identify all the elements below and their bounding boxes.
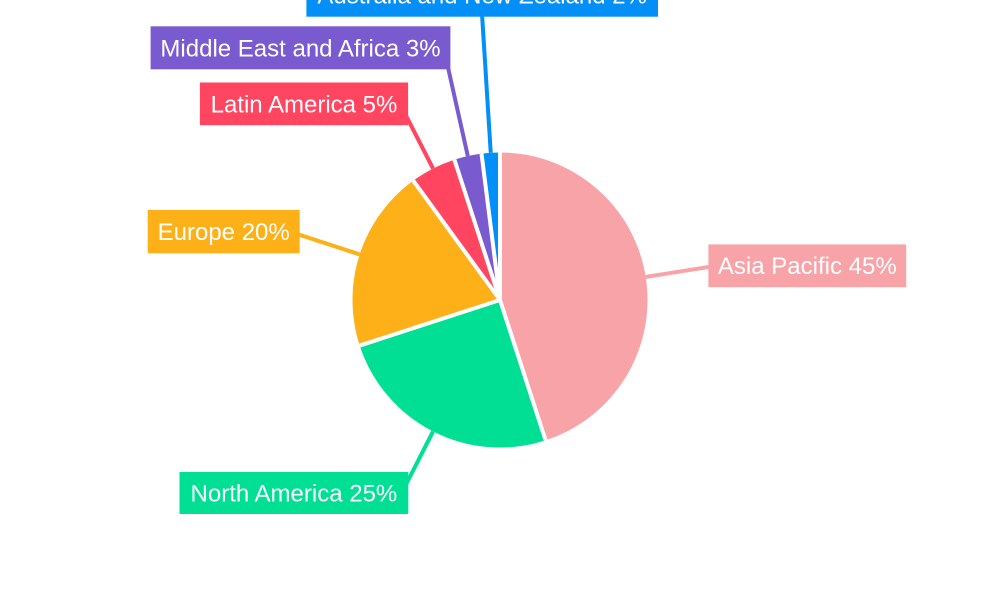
svg-text:Europe 20%: Europe 20%: [158, 219, 290, 246]
svg-text:Asia Pacific 45%: Asia Pacific 45%: [718, 253, 897, 280]
svg-text:Australia and New Zealand 2%: Australia and New Zealand 2%: [317, 0, 647, 10]
svg-text:Middle East and Africa 3%: Middle East and Africa 3%: [160, 35, 440, 62]
svg-text:North America 25%: North America 25%: [191, 481, 398, 508]
svg-text:Latin America 5%: Latin America 5%: [211, 91, 398, 118]
